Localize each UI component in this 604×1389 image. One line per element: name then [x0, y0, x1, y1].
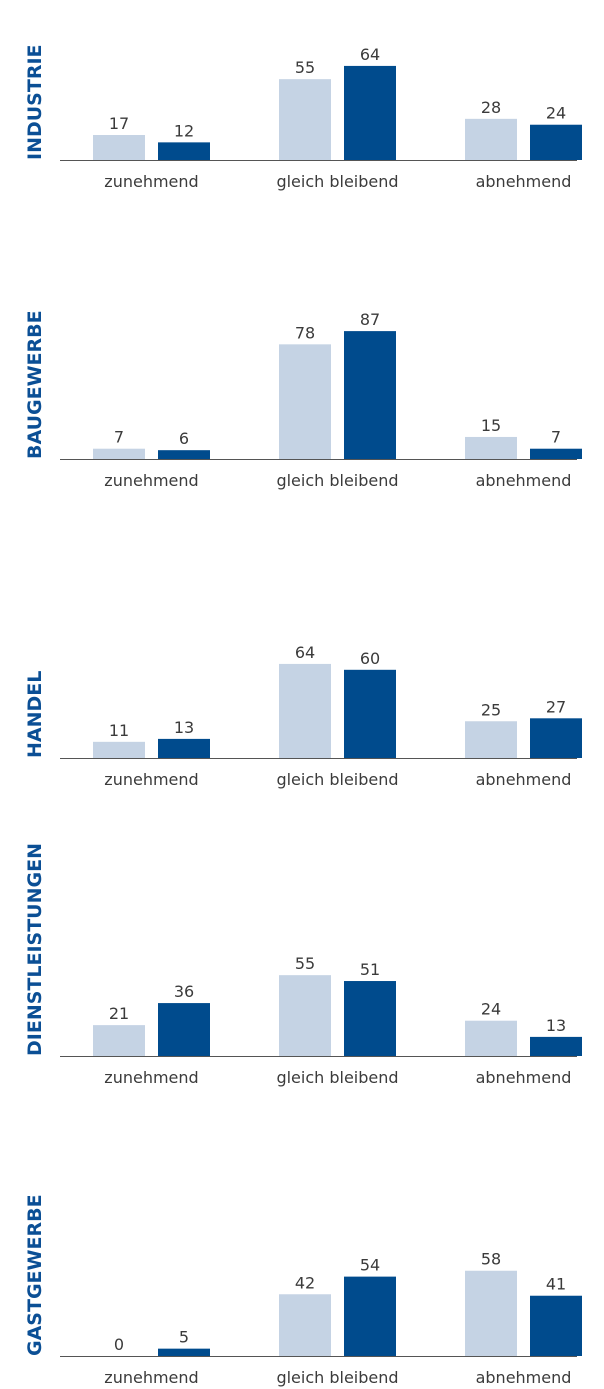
category-label: zunehmend	[104, 172, 198, 191]
data-label: 64	[295, 643, 315, 662]
bar-abnehmend-series1	[465, 1020, 517, 1056]
bar-zunehmend-series1	[93, 448, 145, 459]
bar-gleich-bleibend-series1	[279, 344, 331, 459]
data-label: 28	[481, 98, 501, 117]
bar-abnehmend-series2	[530, 718, 582, 758]
chart-panel-baugewerbe: BAUGEWERBE 7 78 15 6 87 7 zunehmend gleich bleib…	[24, 310, 582, 490]
panel-title: INDUSTRIE	[24, 45, 46, 161]
data-label: 6	[179, 429, 189, 448]
bar-zunehmend-series2	[158, 450, 210, 459]
panel-title: GASTGEWERBE	[24, 1194, 46, 1356]
category-label: zunehmend	[104, 1368, 198, 1387]
bar-gleich-bleibend-series1	[279, 975, 331, 1056]
data-label: 17	[109, 114, 129, 133]
bar-zunehmend-series2	[158, 142, 210, 160]
data-label: 7	[551, 428, 561, 447]
bar-gleich-bleibend-series1	[279, 1294, 331, 1356]
category-label: gleich bleibend	[276, 1368, 398, 1387]
data-label: 87	[360, 310, 380, 329]
data-label: 55	[295, 954, 315, 973]
category-label: abnehmend	[476, 1068, 572, 1087]
data-label: 55	[295, 58, 315, 77]
category-label: gleich bleibend	[276, 1068, 398, 1087]
data-label: 27	[546, 697, 566, 716]
category-label: gleich bleibend	[276, 471, 398, 490]
bar-abnehmend-series1	[465, 436, 517, 459]
bar-zunehmend-series1	[93, 135, 145, 160]
bar-abnehmend-series2	[530, 1295, 582, 1356]
bar-abnehmend-series2	[530, 124, 582, 160]
category-label: zunehmend	[104, 471, 198, 490]
bar-abnehmend-series2	[530, 448, 582, 459]
data-label: 24	[546, 104, 566, 123]
data-label: 51	[360, 960, 380, 979]
data-label: 5	[179, 1328, 189, 1347]
bar-gleich-bleibend-series2	[344, 1276, 396, 1356]
chart-panel-handel: HANDEL 11 64 25 13 60 27 zunehmend gleich bleibe…	[24, 643, 582, 789]
data-label: 24	[481, 1000, 501, 1019]
bar-zunehmend-series1	[93, 1025, 145, 1056]
bar-gleich-bleibend-series1	[279, 663, 331, 758]
bar-abnehmend-series2	[530, 1036, 582, 1056]
data-label: 42	[295, 1273, 315, 1292]
panel-title: BAUGEWERBE	[24, 310, 46, 459]
data-label: 7	[114, 428, 124, 447]
bar-gleich-bleibend-series2	[344, 331, 396, 459]
category-label: abnehmend	[476, 471, 572, 490]
category-label: zunehmend	[104, 770, 198, 789]
data-label: 60	[360, 649, 380, 668]
bar-abnehmend-series1	[465, 118, 517, 160]
bar-abnehmend-series1	[465, 1270, 517, 1356]
data-label: 13	[174, 718, 194, 737]
data-label: 58	[481, 1250, 501, 1269]
bar-gleich-bleibend-series2	[344, 65, 396, 160]
bar-gleich-bleibend-series1	[279, 79, 331, 160]
chart-panel-gastgewerbe: GASTGEWERBE 0 42 58 5 54 41 zunehmend gleich ble…	[24, 1194, 582, 1387]
data-label: 64	[360, 45, 380, 64]
bar-zunehmend-series1	[93, 741, 145, 758]
data-label: 11	[109, 721, 129, 740]
panel-title: DIENSTLEISTUNGEN	[24, 843, 46, 1056]
panel-title: HANDEL	[24, 671, 46, 758]
category-label: abnehmend	[476, 1368, 572, 1387]
data-label: 25	[481, 700, 501, 719]
data-label: 41	[546, 1275, 566, 1294]
category-label: gleich bleibend	[276, 172, 398, 191]
data-label: 21	[109, 1004, 129, 1023]
data-label: 12	[174, 121, 194, 140]
bar-abnehmend-series1	[465, 721, 517, 758]
bar-zunehmend-series2	[158, 1348, 210, 1356]
data-label: 15	[481, 416, 501, 435]
chart-panel-dienstleistungen: DIENSTLEISTUNGEN 21 55 24 36 51 13 zunehmend gle…	[24, 843, 582, 1087]
data-label: 78	[295, 323, 315, 342]
data-label: 36	[174, 982, 194, 1001]
data-label: 0	[114, 1335, 124, 1354]
bar-zunehmend-series2	[158, 1003, 210, 1056]
bar-gleich-bleibend-series2	[344, 981, 396, 1056]
data-label: 54	[360, 1256, 380, 1275]
bar-gleich-bleibend-series2	[344, 669, 396, 758]
bar-zunehmend-series2	[158, 738, 210, 758]
category-label: gleich bleibend	[276, 770, 398, 789]
category-label: abnehmend	[476, 172, 572, 191]
chart-panel-industrie: INDUSTRIE 17 55 28 12 64 24 zunehmend gleich ble…	[24, 45, 582, 191]
category-label: abnehmend	[476, 770, 572, 789]
category-label: zunehmend	[104, 1068, 198, 1087]
data-label: 13	[546, 1016, 566, 1035]
